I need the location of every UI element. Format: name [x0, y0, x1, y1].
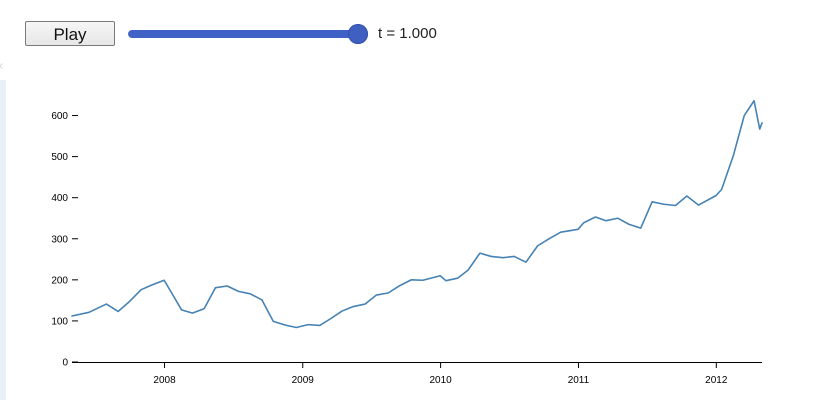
- animation-controls: Play t = 1.000: [0, 0, 827, 70]
- time-readout: t = 1.000: [378, 25, 437, 42]
- slider-track[interactable]: [128, 30, 358, 38]
- x-tick-label: 2010: [429, 375, 452, 386]
- play-button[interactable]: Play: [25, 21, 115, 46]
- y-tick-label: 300: [51, 234, 68, 245]
- left-panel-strip: [0, 80, 6, 400]
- x-tick-label: 2008: [153, 375, 176, 386]
- y-tick-label: 400: [51, 193, 68, 204]
- y-tick-label: 100: [51, 316, 68, 327]
- y-tick-label: 500: [51, 152, 68, 163]
- slider-thumb[interactable]: [348, 24, 368, 44]
- x-tick-label: 2012: [705, 375, 728, 386]
- y-tick-label: 200: [51, 275, 68, 286]
- x-tick-label: 2011: [568, 375, 590, 386]
- price-series-line: [71, 99, 763, 329]
- x-axis: 2008 2009 2010 2011 2012: [72, 362, 762, 386]
- slider-fill: [128, 30, 358, 38]
- y-tick-label: 0: [62, 358, 68, 369]
- x-tick-label: 2009: [292, 375, 315, 386]
- y-tick-label: 600: [51, 111, 68, 122]
- plot-area: [71, 99, 763, 329]
- y-axis: 0 100 200 300 400 500 600: [51, 111, 78, 369]
- time-slider[interactable]: [128, 24, 368, 44]
